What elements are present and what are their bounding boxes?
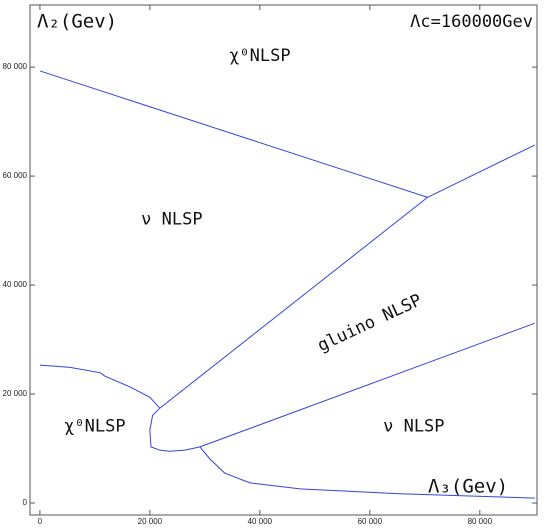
x-axis-label: Λ₃(Gev) (428, 476, 508, 498)
boundary-line (199, 322, 535, 448)
x-tick-label: 80 000 (468, 517, 493, 526)
boundary-line (39, 364, 161, 409)
y-tick-label: 20 000 (3, 389, 28, 398)
region-label: gluino NLSP (315, 290, 425, 356)
x-tick-label: 60 000 (358, 517, 383, 526)
boundary-line (199, 446, 535, 499)
y-tick-label: 0 (23, 498, 28, 507)
plot-frame (29, 4, 538, 516)
region-label: χ⁰NLSP (229, 46, 290, 66)
x-tick-label: 20 000 (138, 517, 163, 526)
region-label: ν NLSP (383, 417, 444, 437)
boundary-line (39, 70, 428, 198)
boundary-line (427, 144, 536, 198)
y-tick-label: 40 000 (3, 280, 28, 289)
boundary-line (149, 196, 428, 452)
x-tick-label: 0 (38, 517, 43, 526)
y-tick-label: 60 000 (3, 171, 28, 180)
y-tick-label: 80 000 (3, 62, 28, 71)
note: Λc=160000Gev (410, 12, 533, 32)
y-axis-label: Λ₂(Gev) (37, 11, 117, 33)
region-label: χ⁰NLSP (64, 417, 125, 437)
region-label: ν NLSP (141, 210, 202, 230)
x-tick-label: 40 000 (248, 517, 273, 526)
